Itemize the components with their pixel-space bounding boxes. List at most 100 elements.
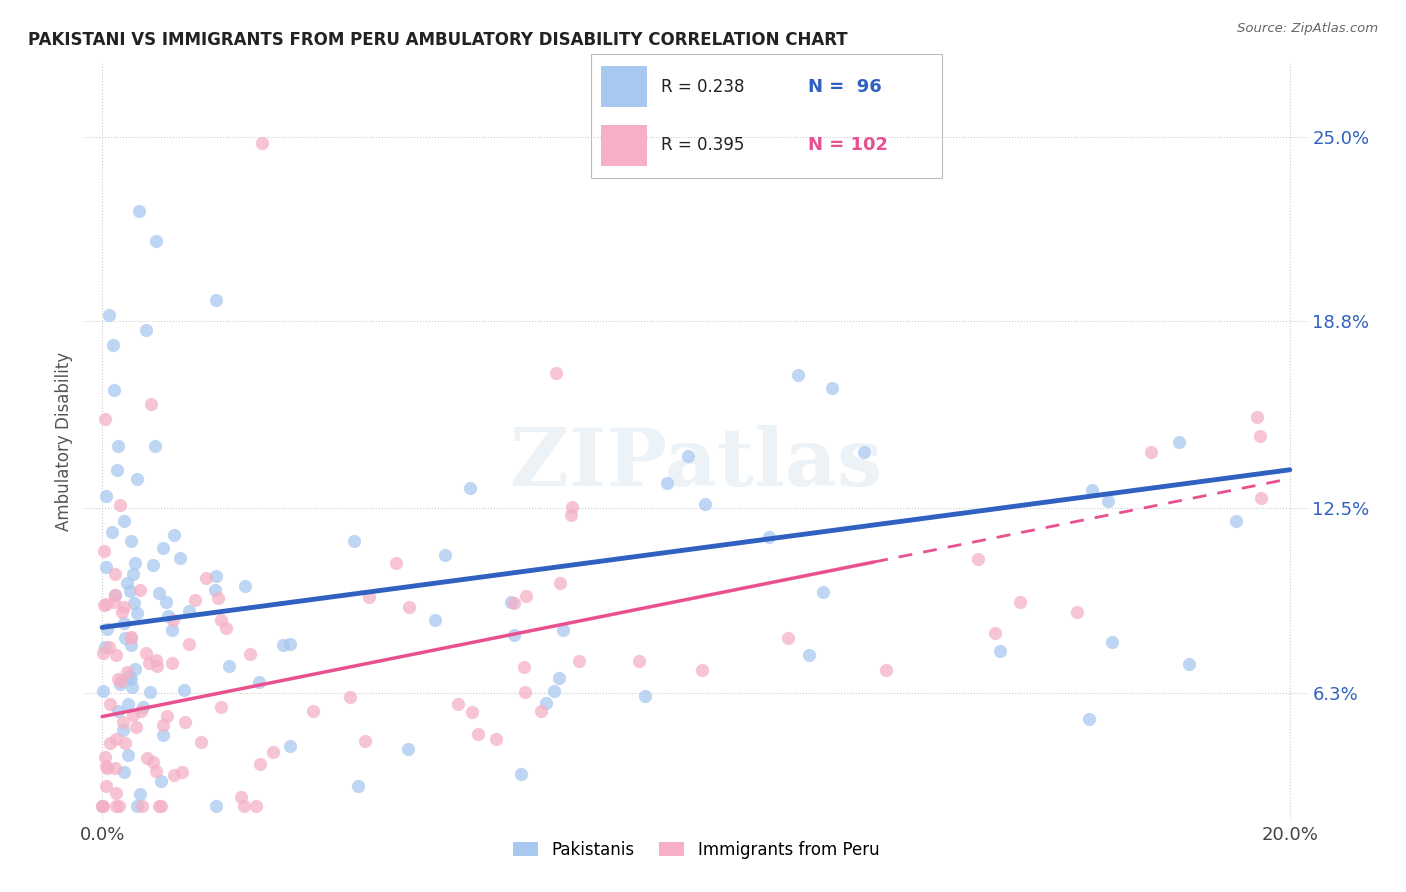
- Point: [458, 481, 481, 495]
- Point: [118, 583, 141, 598]
- Point: [146, 659, 169, 673]
- Point: [94, 559, 117, 574]
- Point: [543, 683, 565, 698]
- Point: [239, 647, 262, 661]
- Point: [233, 579, 256, 593]
- Point: [112, 514, 135, 528]
- Point: [91, 798, 114, 813]
- Point: [127, 798, 149, 813]
- Point: [112, 714, 135, 729]
- Point: [138, 657, 160, 671]
- Point: [94, 750, 117, 764]
- Point: [120, 632, 142, 646]
- Point: [183, 593, 205, 607]
- Point: [343, 533, 366, 548]
- Point: [120, 630, 142, 644]
- Point: [690, 663, 713, 677]
- Text: Source: ZipAtlas.com: Source: ZipAtlas.com: [1237, 22, 1378, 36]
- Point: [160, 624, 183, 638]
- Point: [129, 787, 152, 801]
- Point: [446, 698, 468, 712]
- Point: [627, 654, 650, 668]
- Point: [515, 685, 537, 699]
- Point: [988, 644, 1011, 658]
- Point: [120, 672, 142, 686]
- Point: [209, 613, 232, 627]
- Point: [396, 742, 419, 756]
- Point: [96, 761, 118, 775]
- Point: [115, 665, 138, 679]
- Point: [107, 439, 129, 453]
- Point: [853, 444, 876, 458]
- Point: [135, 646, 157, 660]
- Point: [676, 450, 699, 464]
- Point: [94, 779, 117, 793]
- Point: [104, 786, 127, 800]
- Point: [143, 439, 166, 453]
- Point: [252, 136, 274, 150]
- Point: [135, 750, 157, 764]
- Point: [117, 576, 139, 591]
- Point: [94, 412, 117, 426]
- Point: [105, 798, 128, 813]
- Point: [152, 541, 174, 555]
- Point: [111, 723, 134, 737]
- Point: [634, 689, 657, 703]
- Point: [98, 640, 121, 654]
- Point: [205, 293, 228, 308]
- Point: [1078, 712, 1101, 726]
- Point: [510, 767, 533, 781]
- Point: [122, 708, 145, 723]
- Point: [93, 544, 115, 558]
- Point: [155, 595, 177, 609]
- Point: [98, 736, 121, 750]
- Point: [152, 728, 174, 742]
- Point: [101, 338, 124, 352]
- Point: [169, 551, 191, 566]
- Point: [560, 508, 582, 523]
- Point: [232, 798, 254, 813]
- Point: [100, 525, 122, 540]
- Point: [655, 476, 678, 491]
- Point: [125, 720, 148, 734]
- Point: [1249, 429, 1271, 443]
- Point: [117, 747, 139, 762]
- Point: [142, 558, 165, 572]
- Point: [278, 739, 301, 753]
- Point: [190, 735, 212, 749]
- Point: [249, 756, 271, 771]
- Point: [162, 656, 184, 670]
- Point: [503, 627, 526, 641]
- Point: [503, 596, 526, 610]
- Point: [273, 638, 295, 652]
- Point: [110, 673, 132, 688]
- Point: [120, 534, 142, 549]
- Point: [152, 718, 174, 732]
- Point: [1140, 445, 1163, 459]
- Point: [114, 736, 136, 750]
- Point: [105, 463, 128, 477]
- Point: [91, 646, 114, 660]
- Point: [693, 497, 716, 511]
- Point: [1250, 491, 1272, 505]
- Point: [205, 798, 228, 813]
- Point: [112, 615, 135, 630]
- Point: [544, 366, 567, 380]
- Point: [94, 640, 117, 654]
- Point: [103, 383, 125, 397]
- Point: [103, 594, 125, 608]
- Point: [145, 234, 167, 248]
- Point: [1246, 410, 1268, 425]
- Point: [129, 704, 152, 718]
- Point: [1101, 635, 1123, 649]
- Point: [173, 683, 195, 698]
- Point: [339, 690, 361, 705]
- Point: [485, 732, 508, 747]
- Point: [821, 382, 844, 396]
- Point: [104, 567, 127, 582]
- FancyBboxPatch shape: [602, 125, 647, 166]
- Point: [104, 648, 127, 662]
- Point: [112, 765, 135, 780]
- Point: [104, 761, 127, 775]
- Text: N = 102: N = 102: [808, 136, 889, 154]
